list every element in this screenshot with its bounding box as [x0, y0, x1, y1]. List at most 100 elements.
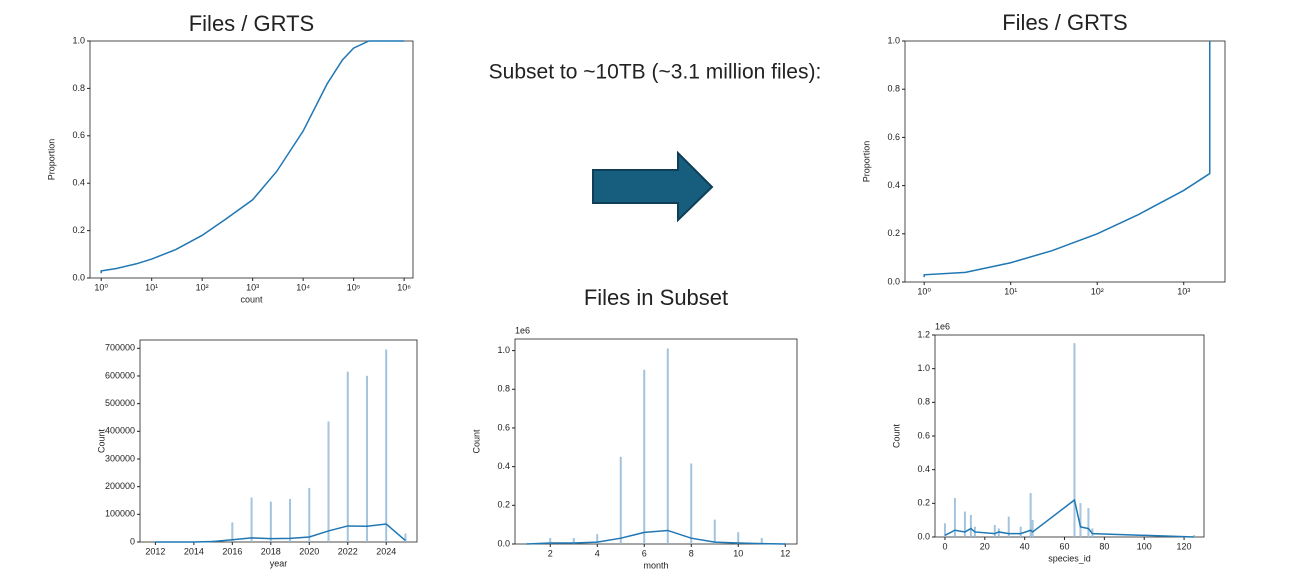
y-tick-label: 200000 [105, 481, 135, 491]
x-axis-label: month [643, 560, 668, 570]
histogram-bar [1087, 508, 1090, 538]
y-tick-label: 100000 [105, 509, 135, 519]
y-tick-label: 0.0 [72, 272, 85, 282]
histogram-bar [1079, 503, 1082, 538]
y-tick-label: 0.4 [917, 464, 930, 474]
x-tick-label: 2016 [222, 546, 242, 556]
y-axis-label: Count [96, 429, 106, 454]
y-tick-label: 600000 [105, 370, 135, 380]
x-tick-label: 2022 [338, 546, 358, 556]
kde-line [155, 523, 406, 543]
histogram-bar [666, 348, 669, 545]
histogram-bar [619, 456, 622, 545]
x-tick-label: 10³ [246, 282, 259, 292]
x-tick-label: 10¹ [1004, 286, 1017, 296]
x-tick-label: 4 [595, 548, 600, 558]
ecdf-line [923, 41, 1211, 278]
y-tick-label: 0.0 [497, 538, 510, 548]
histogram-bar [713, 519, 716, 545]
histogram-bar [993, 525, 996, 538]
histogram-bar [269, 501, 272, 543]
annotation: Subset to ~10TB (~3.1 million files): [489, 61, 822, 84]
histogram-bar [327, 421, 330, 543]
y-axis-label: Proportion [46, 139, 56, 181]
kde-line [944, 498, 1195, 538]
x-tick-label: 2 [548, 548, 553, 558]
y-tick-label: 0.2 [887, 228, 900, 238]
y-tick-label: 0.8 [72, 83, 85, 93]
y-tick-label: 0.2 [72, 225, 85, 235]
x-tick-label: 120 [1177, 541, 1192, 551]
y-tick-label: 0.8 [917, 397, 930, 407]
x-tick-label: 10⁰ [917, 286, 931, 296]
chart-title: Files / GRTS [189, 11, 315, 36]
y-tick-label: 0.6 [887, 132, 900, 142]
y-tick-label: 700000 [105, 343, 135, 353]
histogram-bar [289, 498, 292, 543]
histogram-bar [250, 497, 253, 543]
histogram-bar [1007, 516, 1010, 538]
chart-title: Files / GRTS [1002, 10, 1128, 35]
y-tick-label: 0.6 [917, 430, 930, 440]
kde-line [526, 529, 786, 545]
y-tick-label: 0.2 [917, 498, 930, 508]
histogram-bar [953, 498, 956, 538]
y-tick-label: 1.0 [72, 35, 85, 45]
histogram-bar [1031, 519, 1034, 538]
arrow [592, 150, 714, 223]
histogram-bar [969, 514, 972, 538]
plot-frame [139, 339, 418, 543]
y-tick-label: 0.8 [497, 384, 510, 394]
x-tick-label: 10⁵ [347, 282, 361, 292]
histogram-bar [1193, 535, 1196, 538]
histogram-bar [1029, 493, 1032, 538]
x-axis-label: count [240, 294, 263, 304]
y-tick-label: 0.6 [72, 130, 85, 140]
y-tick-label: 1.0 [917, 363, 930, 373]
x-tick-label: 2020 [299, 546, 319, 556]
x-tick-label: 10 [733, 548, 743, 558]
y-tick-label: 500000 [105, 398, 135, 408]
y-tick-label: 0 [130, 536, 135, 546]
y-tick-label: 0.0 [917, 531, 930, 541]
histogram-bar [963, 511, 966, 538]
x-axis-label: year [270, 558, 288, 568]
x-tick-label: 2014 [184, 546, 204, 556]
axis-offset-label: 1e6 [935, 321, 950, 331]
histogram-bar [643, 369, 646, 545]
y-tick-label: 0.2 [497, 500, 510, 510]
histogram-bar [596, 534, 599, 545]
histogram-bar [308, 487, 311, 543]
y-tick-label: 1.0 [887, 35, 900, 45]
chart-title: Files in Subset [584, 285, 728, 310]
histogram-bar [346, 371, 349, 543]
x-tick-label: 8 [689, 548, 694, 558]
x-tick-label: 40 [1020, 541, 1030, 551]
histogram-bar [1073, 343, 1076, 538]
plot-frame [514, 338, 798, 545]
x-tick-label: 12 [780, 548, 790, 558]
y-axis-label: Count [891, 424, 901, 449]
plot-frame [904, 40, 1226, 283]
y-axis-label: Count [471, 429, 481, 454]
x-tick-label: 100 [1137, 541, 1152, 551]
x-tick-label: 6 [642, 548, 647, 558]
x-tick-label: 0 [942, 541, 947, 551]
x-tick-label: 10³ [1177, 286, 1190, 296]
x-tick-label: 20 [980, 541, 990, 551]
x-tick-label: 80 [1099, 541, 1109, 551]
y-tick-label: 1.2 [917, 329, 930, 339]
x-axis-label: species_id [1048, 553, 1091, 563]
y-tick-label: 0.8 [887, 84, 900, 94]
histogram-bar [737, 532, 740, 545]
x-tick-label: 10² [196, 282, 209, 292]
histogram-bar [690, 463, 693, 545]
x-tick-label: 2024 [376, 546, 396, 556]
y-tick-label: 0.4 [887, 180, 900, 190]
x-tick-label: 2018 [261, 546, 281, 556]
ecdf-line [100, 40, 405, 274]
x-tick-label: 60 [1060, 541, 1070, 551]
y-tick-label: 400000 [105, 426, 135, 436]
x-tick-label: 2012 [145, 546, 165, 556]
